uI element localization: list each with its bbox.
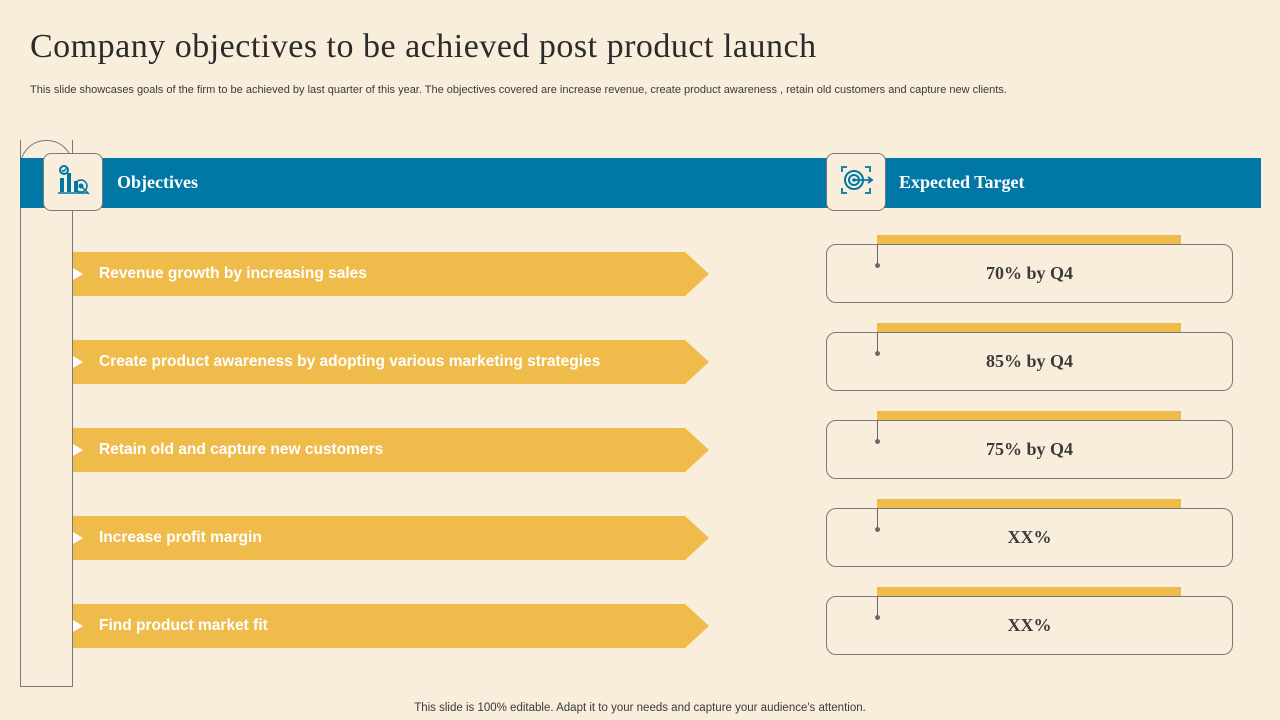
card-connector (877, 596, 878, 618)
objective-text: Increase profit margin (99, 529, 262, 546)
page-subtitle: This slide showcases goals of the firm t… (30, 84, 1007, 96)
target-value: 75% by Q4 (985, 439, 1073, 459)
page-title: Company objectives to be achieved post p… (30, 28, 817, 65)
card-dot (875, 351, 880, 356)
card-accent (877, 323, 1181, 333)
header-bar (20, 158, 1261, 208)
objective-arrow (73, 516, 709, 560)
objective-text: Find product market fit (99, 617, 268, 634)
target-card: 70% by Q4 (826, 244, 1233, 303)
card-connector (877, 508, 878, 530)
target-card: 75% by Q4 (826, 420, 1233, 479)
target-value: XX% (1007, 615, 1052, 635)
chart-target-icon (55, 162, 91, 203)
target-card: 85% by Q4 (826, 332, 1233, 391)
objective-text: Retain old and capture new customers (99, 441, 384, 458)
objective-arrow (73, 604, 709, 648)
target-value: 85% by Q4 (985, 351, 1073, 371)
arrow-notch (73, 268, 83, 280)
card-connector (877, 420, 878, 442)
target-header-label: Expected Target (899, 172, 1025, 192)
footer-note: This slide is 100% editable. Adapt it to… (414, 702, 866, 714)
card-accent (877, 411, 1181, 421)
target-value: XX% (1007, 527, 1052, 547)
card-dot (875, 615, 880, 620)
objective-text: Revenue growth by increasing sales (99, 265, 367, 282)
card-dot (875, 439, 880, 444)
target-value: 70% by Q4 (985, 263, 1073, 283)
arrow-notch (73, 620, 83, 632)
arrow-notch (73, 356, 83, 368)
card-dot (875, 263, 880, 268)
target-icon-box (826, 153, 886, 211)
target-card: XX% (826, 596, 1233, 655)
objective-text: Create product awareness by adopting var… (99, 353, 601, 370)
card-connector (877, 332, 878, 354)
card-accent (877, 235, 1181, 245)
objective-arrow (73, 428, 709, 472)
card-accent (877, 587, 1181, 597)
card-dot (875, 527, 880, 532)
objective-arrow (73, 252, 709, 296)
card-accent (877, 499, 1181, 509)
bullseye-icon (838, 162, 874, 203)
objectives-icon-box (43, 153, 103, 211)
arrow-notch (73, 532, 83, 544)
card-connector (877, 244, 878, 266)
objectives-header-label: Objectives (117, 172, 198, 192)
side-panel (20, 140, 73, 687)
arrow-notch (73, 444, 83, 456)
target-card: XX% (826, 508, 1233, 567)
objective-arrow (73, 340, 709, 384)
